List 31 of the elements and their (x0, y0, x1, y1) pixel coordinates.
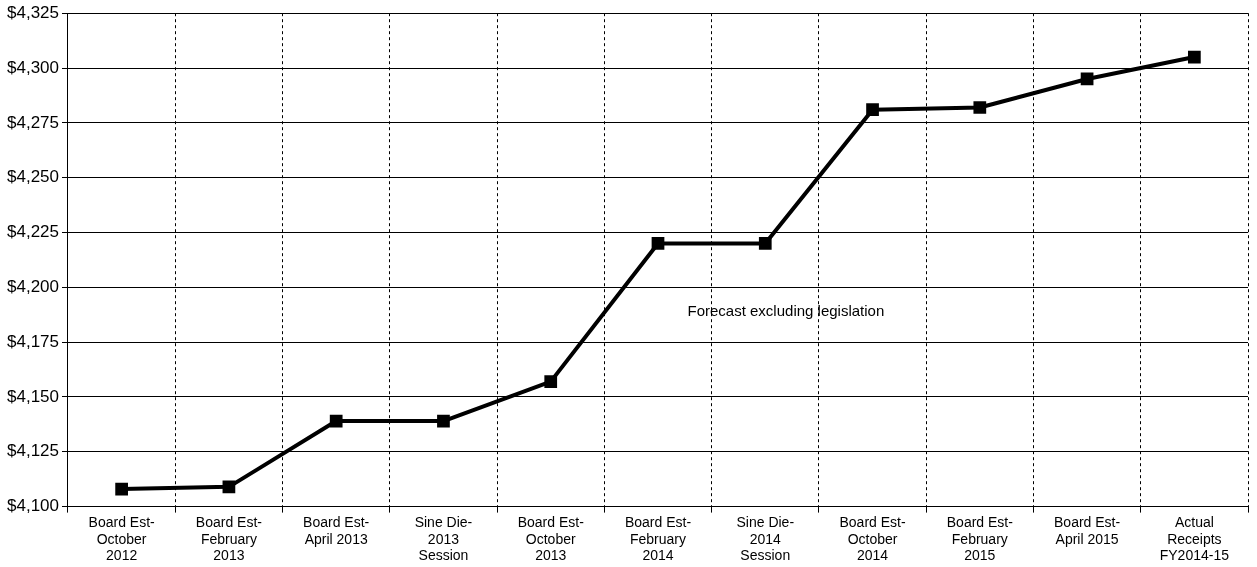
x-tick-label: Board Est- April 2015 (1054, 513, 1121, 547)
x-tick-label: Sine Die- 2014 Session (736, 513, 795, 564)
x-tick-label: Board Est- February 2015 (946, 513, 1014, 564)
point (115, 482, 128, 496)
y-tick-label: $4,200 (7, 277, 59, 296)
y-tick-label: $4,125 (7, 441, 59, 461)
y-tick-label: $4,100 (7, 496, 59, 516)
y-tick-label: $4,150 (7, 386, 59, 406)
x-tick-label: Board Est- October 2014 (839, 513, 906, 564)
x-tick-label: Board Est- October 2013 (517, 513, 585, 564)
y-tick-label: $4,225 (7, 222, 59, 242)
point (651, 237, 665, 250)
point (866, 103, 879, 117)
x-tick-label: Board Est- February 2013 (195, 513, 263, 564)
x-tick-label: Sine Die- 2013 Session (414, 513, 473, 564)
x-tick-label: Board Est- October 2012 (88, 513, 156, 564)
y-tick-label: $4,325 (7, 2, 59, 22)
x-tick-label: Actual Receipts FY2014-15 (1159, 513, 1230, 564)
y-tick-label: $4,275 (7, 112, 59, 132)
point (329, 414, 343, 428)
point (437, 414, 450, 428)
y-tick-label: $4,250 (7, 167, 59, 187)
y-tick-label: $4,175 (7, 331, 59, 351)
annotation: Forecast excluding legislation (687, 301, 885, 319)
point (1188, 50, 1201, 64)
x-tick-label: Board Est- February 2014 (624, 513, 692, 564)
y-tick-label: $4,300 (7, 57, 59, 77)
point (758, 237, 772, 250)
point (973, 101, 987, 114)
point (544, 375, 558, 388)
x-tick-label: Board Est- April 2013 (303, 513, 370, 547)
